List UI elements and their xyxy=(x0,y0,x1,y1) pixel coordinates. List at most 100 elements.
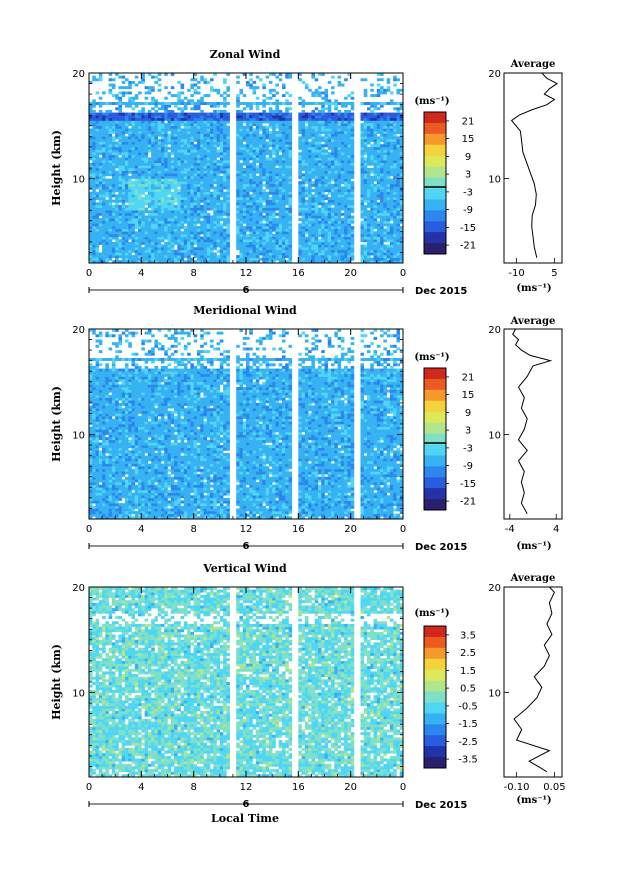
heatmap-cell xyxy=(111,123,116,127)
heatmap-cell xyxy=(255,75,260,79)
heatmap-cell xyxy=(268,157,273,161)
heatmap-cell xyxy=(255,102,260,105)
heatmap-cell xyxy=(138,91,142,95)
heatmap-cell xyxy=(180,146,185,150)
heatmap-cell xyxy=(105,244,109,248)
heatmap-cell xyxy=(118,233,123,237)
heatmap-cell xyxy=(259,102,263,105)
heatmap-cell xyxy=(344,154,348,158)
heatmap-cell xyxy=(252,136,257,140)
heatmap-cell xyxy=(200,138,204,142)
heatmap-cell xyxy=(308,146,312,150)
heatmap-cell xyxy=(337,223,342,227)
heatmap-cell xyxy=(317,73,322,76)
heatmap-cell xyxy=(278,178,283,182)
heatmap-cell xyxy=(105,247,109,251)
heatmap-cell xyxy=(170,73,175,76)
heatmap-cell xyxy=(134,125,139,129)
heatmap-cell xyxy=(131,231,136,235)
heatmap-cell xyxy=(193,220,198,224)
heatmap-cell xyxy=(363,212,368,216)
heatmap-cell xyxy=(223,210,227,214)
heatmap-cell xyxy=(115,149,119,153)
heatmap-cell xyxy=(363,102,368,105)
heatmap-cell xyxy=(275,91,280,95)
heatmap-cell xyxy=(370,260,374,264)
heatmap-cell xyxy=(281,241,286,245)
heatmap-cell xyxy=(370,117,374,121)
heatmap-cell xyxy=(213,207,217,211)
heatmap-cell xyxy=(324,120,329,124)
heatmap-cell xyxy=(226,165,230,169)
heatmap-cell xyxy=(210,255,214,259)
heatmap-cell xyxy=(170,197,175,200)
heatmap-cell xyxy=(242,112,247,116)
heatmap-cell xyxy=(311,257,315,261)
heatmap-cell xyxy=(363,78,368,82)
heatmap-cell xyxy=(246,260,250,264)
heatmap-cell xyxy=(141,152,145,156)
heatmap-cell xyxy=(304,244,309,248)
heatmap-cell xyxy=(265,231,270,235)
heatmap-cell xyxy=(210,204,214,208)
heatmap-cell xyxy=(301,197,306,200)
heatmap-cell xyxy=(160,170,165,174)
heatmap-cell xyxy=(321,236,325,240)
heatmap-cell xyxy=(347,178,351,182)
heatmap-cell xyxy=(337,144,342,148)
heatmap-cell xyxy=(360,128,365,132)
heatmap-cell xyxy=(138,183,142,187)
heatmap-cell xyxy=(193,233,198,237)
heatmap-cell xyxy=(259,207,263,211)
heatmap-cell xyxy=(105,210,109,214)
heatmap-cell xyxy=(327,183,332,187)
heatmap-cell xyxy=(105,228,109,232)
heatmap-cell xyxy=(118,149,123,153)
heatmap-cell xyxy=(249,228,253,232)
heatmap-cell xyxy=(350,175,355,179)
heatmap-cell xyxy=(223,160,227,164)
heatmap-cell xyxy=(278,257,283,261)
heatmap-cell xyxy=(252,88,257,92)
heatmap-cell xyxy=(344,197,348,200)
heatmap-cell xyxy=(138,154,142,158)
heatmap-cell xyxy=(213,202,217,206)
heatmap-cell xyxy=(278,170,283,174)
heatmap-cell xyxy=(105,186,109,190)
heatmap-cell xyxy=(298,252,302,256)
heatmap-cell xyxy=(174,257,178,261)
heatmap-cell xyxy=(180,194,185,198)
heatmap-cell xyxy=(327,260,332,264)
heatmap-cell xyxy=(275,136,280,140)
heatmap-cell xyxy=(167,233,172,237)
heatmap-cell xyxy=(298,173,302,177)
heatmap-cell xyxy=(226,199,230,203)
heatmap-cell xyxy=(367,181,371,185)
heatmap-cell xyxy=(118,144,123,148)
heatmap-cell xyxy=(164,168,168,171)
heatmap-cell xyxy=(138,186,142,190)
heatmap-cell xyxy=(121,94,126,98)
heatmap-cell xyxy=(314,107,319,111)
heatmap-cell xyxy=(249,170,253,174)
heatmap-cell xyxy=(321,170,325,174)
heatmap-cell xyxy=(344,125,348,129)
heatmap-cell xyxy=(138,215,142,219)
heatmap-cell xyxy=(164,189,168,193)
heatmap-cell xyxy=(210,207,214,211)
heatmap-cell xyxy=(134,218,139,222)
heatmap-cell xyxy=(111,157,116,161)
heatmap-cell xyxy=(193,212,198,216)
heatmap-cell xyxy=(121,255,126,259)
heatmap-cell xyxy=(151,128,155,132)
heatmap-cell xyxy=(183,244,188,248)
heatmap-cell xyxy=(324,241,329,245)
heatmap-cell xyxy=(154,109,158,113)
heatmap-cell xyxy=(108,257,113,261)
heatmap-cell xyxy=(285,175,289,179)
heatmap-cell xyxy=(347,202,351,206)
heatmap-cell xyxy=(350,197,355,200)
heatmap-cell xyxy=(128,175,132,179)
heatmap-cell xyxy=(246,181,250,185)
heatmap-cell xyxy=(314,157,319,161)
